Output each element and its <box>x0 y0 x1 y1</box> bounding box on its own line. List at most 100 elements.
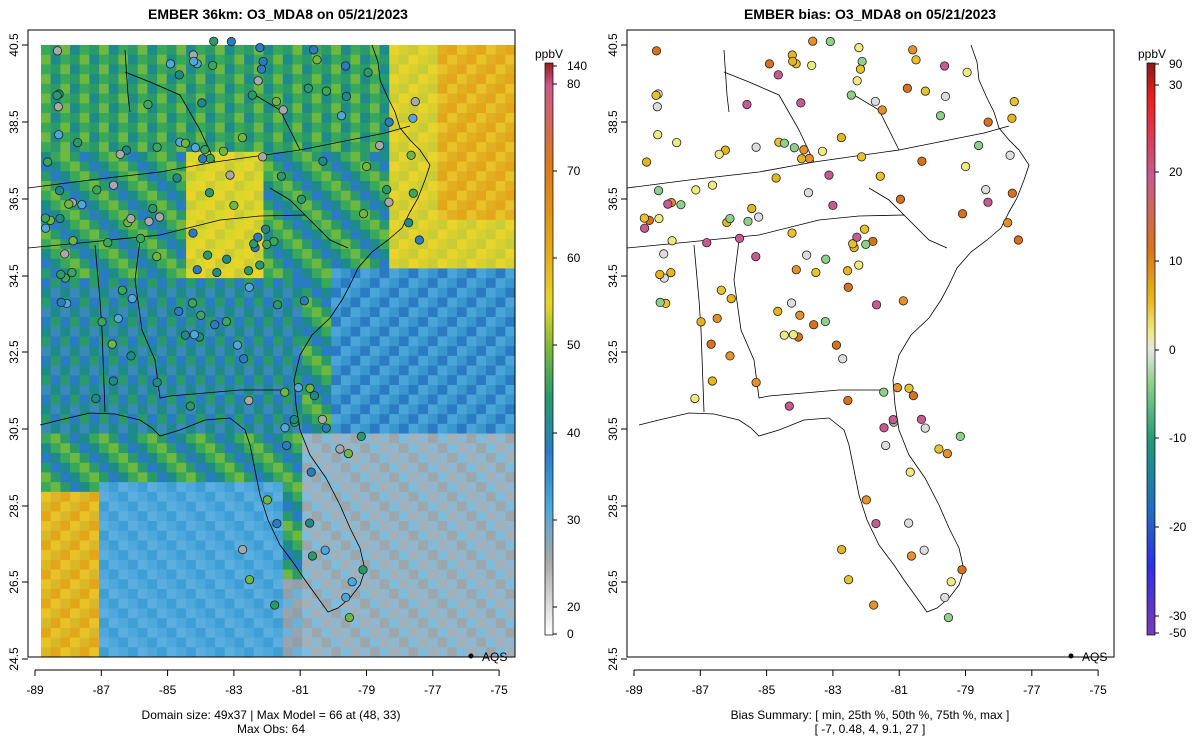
lat-tick-label: 32.5 <box>606 340 620 364</box>
left-footer-line1: Domain size: 49x37 | Max Model = 66 at (… <box>142 708 401 722</box>
site-marker <box>821 254 831 264</box>
site-marker <box>384 117 394 127</box>
site-marker <box>204 188 215 198</box>
site-marker <box>361 161 372 172</box>
site-marker <box>408 188 418 198</box>
site-marker <box>831 340 842 350</box>
site-marker <box>725 351 735 361</box>
site-marker <box>221 316 231 327</box>
site-marker <box>667 236 677 246</box>
lon-tick-label: -79 <box>358 683 376 697</box>
site-marker <box>239 354 249 364</box>
site-marker <box>651 46 662 56</box>
site-marker <box>848 239 858 249</box>
site-marker <box>1005 150 1015 160</box>
bias-sites-right <box>639 36 1023 623</box>
site-marker <box>318 156 328 166</box>
site-marker <box>854 43 864 53</box>
colorbar-tick-label: 40 <box>567 426 581 440</box>
site-marker <box>222 254 232 264</box>
lon-tick-label: -81 <box>891 683 909 697</box>
site-marker <box>52 46 63 56</box>
lon-tick-label: -77 <box>1023 683 1041 697</box>
site-marker <box>653 130 663 140</box>
site-marker <box>892 383 903 393</box>
site-marker <box>226 36 236 47</box>
site-marker <box>787 228 797 238</box>
site-marker <box>152 252 162 262</box>
site-marker <box>253 232 263 242</box>
site-marker <box>795 310 805 320</box>
site-marker <box>237 132 247 143</box>
site-marker <box>773 306 783 316</box>
site-marker <box>940 91 951 102</box>
site-marker <box>904 383 914 393</box>
left-footer-line2: Max Obs: 64 <box>237 722 305 736</box>
colorbar-tick-label: 60 <box>567 251 581 265</box>
right-map-panel: EMBER bias: O3_MDA8 on 05/21/2023 40.5 38… <box>606 6 1187 736</box>
site-marker <box>779 138 789 148</box>
site-marker <box>320 545 330 555</box>
site-marker <box>42 157 53 167</box>
site-marker <box>172 173 182 183</box>
site-marker <box>262 495 272 505</box>
site-marker <box>869 600 879 610</box>
site-marker <box>189 56 199 66</box>
colorbar-tick-label: 80 <box>567 77 581 91</box>
lat-tick-label: 40.5 <box>606 33 620 57</box>
site-marker <box>666 267 676 278</box>
site-marker <box>56 297 66 308</box>
site-marker <box>188 228 198 238</box>
site-marker <box>875 171 885 181</box>
site-marker <box>920 423 930 433</box>
site-marker <box>691 185 701 195</box>
site-marker <box>773 70 783 80</box>
site-marker <box>789 143 799 153</box>
site-marker <box>135 233 146 243</box>
site-marker <box>410 97 420 107</box>
site-marker <box>771 173 781 183</box>
site-marker <box>799 145 809 155</box>
colorbar-tick-label: 30 <box>1169 78 1183 92</box>
legend-label-aqs: AQS <box>1082 650 1107 664</box>
site-marker <box>212 267 222 278</box>
site-marker <box>817 146 828 156</box>
site-marker <box>64 199 74 209</box>
lon-tick-label: -89 <box>26 683 44 697</box>
lon-tick-label: -83 <box>824 683 842 697</box>
site-marker <box>280 387 290 397</box>
site-marker <box>356 431 366 441</box>
model-ozone-field <box>28 30 515 657</box>
site-marker <box>811 267 821 278</box>
site-marker <box>1009 97 1019 107</box>
site-marker <box>820 316 830 327</box>
site-marker <box>192 265 202 275</box>
site-marker <box>751 377 761 388</box>
right-colorbar-unit: ppbV <box>1138 47 1166 61</box>
lat-tick-label: 30.5 <box>606 417 620 441</box>
site-marker <box>309 391 319 401</box>
site-marker <box>143 99 153 110</box>
site-marker <box>187 298 198 308</box>
site-marker <box>249 239 259 249</box>
site-marker <box>126 213 136 224</box>
site-marker <box>640 223 650 233</box>
site-marker <box>293 383 304 393</box>
site-marker <box>247 90 257 100</box>
colorbar-tick-label: -20 <box>1169 520 1187 534</box>
lon-tick-label: -79 <box>957 683 975 697</box>
site-marker <box>190 143 200 153</box>
site-marker <box>825 36 835 47</box>
site-marker <box>243 266 254 276</box>
site-marker <box>788 56 798 66</box>
site-marker <box>165 59 176 69</box>
site-marker <box>716 285 726 295</box>
site-marker <box>902 83 912 93</box>
site-marker <box>809 320 819 330</box>
site-marker <box>296 194 307 204</box>
site-marker <box>260 224 271 234</box>
site-marker <box>879 387 889 397</box>
site-marker <box>779 330 789 340</box>
lat-tick-label: 36.5 <box>7 187 21 211</box>
observation-sites-left <box>40 36 424 623</box>
